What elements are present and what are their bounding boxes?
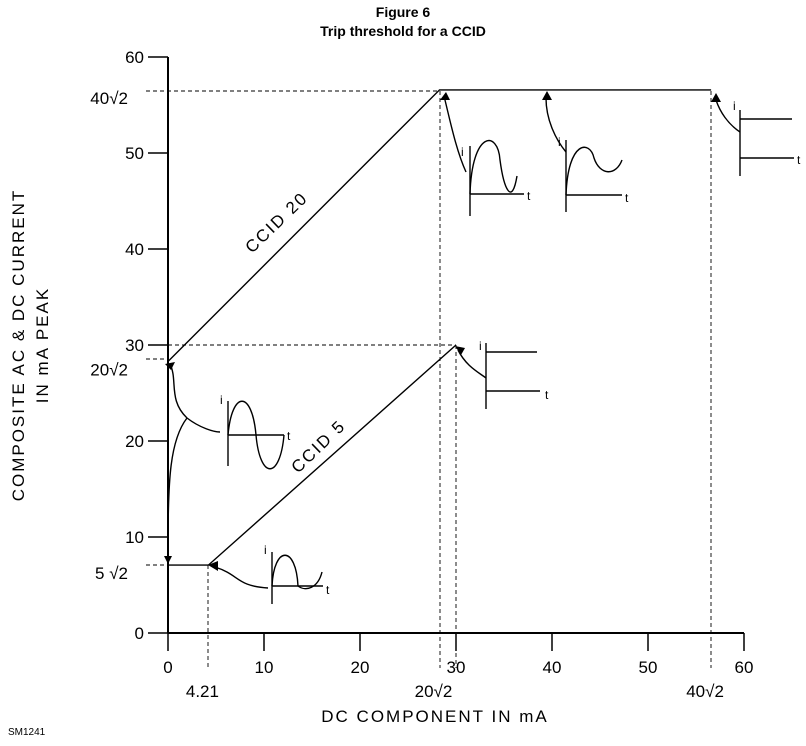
waveform-half-wave-bottom: i t: [208, 543, 330, 604]
arrow-head-icon: [165, 362, 175, 370]
pointer-curve-down: [167, 417, 188, 546]
arrow-head-icon: [208, 561, 218, 571]
time-glyph: t: [527, 189, 531, 203]
x-tick-label: 0: [163, 658, 172, 677]
arrow-head-icon: [455, 346, 465, 355]
time-glyph: t: [797, 153, 801, 167]
series-line-ccid-20: [167, 89, 712, 362]
x-tick-label: 20: [351, 658, 370, 677]
x-tick-label: 50: [639, 658, 658, 677]
current-glyph: i: [461, 145, 464, 159]
pointer-curve: [443, 95, 467, 173]
reference-lines: [146, 90, 712, 668]
special-y-label: 40√2: [90, 89, 128, 108]
y-tick-label: 30: [125, 336, 144, 355]
y-axis-label-line2: IN mA PEAK: [33, 287, 52, 403]
waveform-dc-step: i t: [455, 339, 549, 409]
half-wave: [469, 140, 518, 195]
series-label-ccid-20: CCID 20: [242, 188, 312, 257]
time-glyph: t: [625, 191, 629, 205]
arrow-head-icon: [440, 92, 450, 100]
y-tick-label: 10: [125, 528, 144, 547]
time-glyph: t: [287, 429, 291, 443]
waveform-half-wave-top-middle: i t: [542, 91, 629, 212]
pointer-curve: [169, 363, 221, 433]
half-wave: [565, 146, 623, 196]
x-tick-label: 10: [255, 658, 274, 677]
y-tick-label: 60: [125, 48, 144, 67]
current-glyph: i: [220, 393, 223, 407]
y-tick-label: 50: [125, 144, 144, 163]
current-glyph: i: [733, 99, 736, 113]
figure-code: SM1241: [8, 727, 46, 738]
waveform-ac-sine: i t: [164, 362, 291, 564]
current-glyph: i: [264, 543, 267, 557]
y-ticks: 0 10 20 30 40 50 60 5 √2 20√2 40√2: [90, 48, 168, 643]
special-y-label: 20√2: [90, 361, 128, 380]
special-y-label: 5 √2: [95, 564, 128, 583]
current-glyph: i: [479, 339, 482, 353]
arrow-head-icon: [542, 91, 552, 100]
half-wave: [271, 554, 323, 590]
waveform-half-wave-top-left: i t: [440, 92, 531, 216]
special-x-label: 4.21: [186, 682, 219, 701]
sine-wave: [227, 400, 285, 470]
y-axis-label-line1: COMPOSITE AC & DC CURRENT: [9, 189, 28, 502]
y-tick-label: 40: [125, 240, 144, 259]
pointer-curve: [715, 99, 741, 133]
waveform-dc-step-top-right: i t: [711, 93, 801, 176]
time-glyph: t: [326, 583, 330, 597]
figure-title: Figure 6: [376, 4, 431, 20]
special-x-label: 40√2: [686, 682, 724, 701]
y-tick-label: 0: [135, 624, 144, 643]
figure-subtitle: Trip threshold for a CCID: [320, 23, 486, 39]
arrow-head-icon: [711, 93, 721, 102]
current-glyph: i: [558, 135, 561, 149]
x-ticks: 0 10 20 30 40 50 604.21 20√2 40√2: [163, 633, 753, 701]
arrow-head-icon: [164, 556, 172, 564]
pointer-curve: [545, 97, 567, 153]
pointer-curve: [214, 566, 269, 589]
time-glyph: t: [545, 388, 549, 402]
pointer-curve: [457, 349, 487, 379]
x-tick-label: 60: [735, 658, 754, 677]
special-x-label: 20√2: [415, 682, 453, 701]
x-tick-label: 40: [543, 658, 562, 677]
y-tick-label: 20: [125, 432, 144, 451]
x-axis-label: DC COMPONENT IN mA: [321, 707, 548, 726]
